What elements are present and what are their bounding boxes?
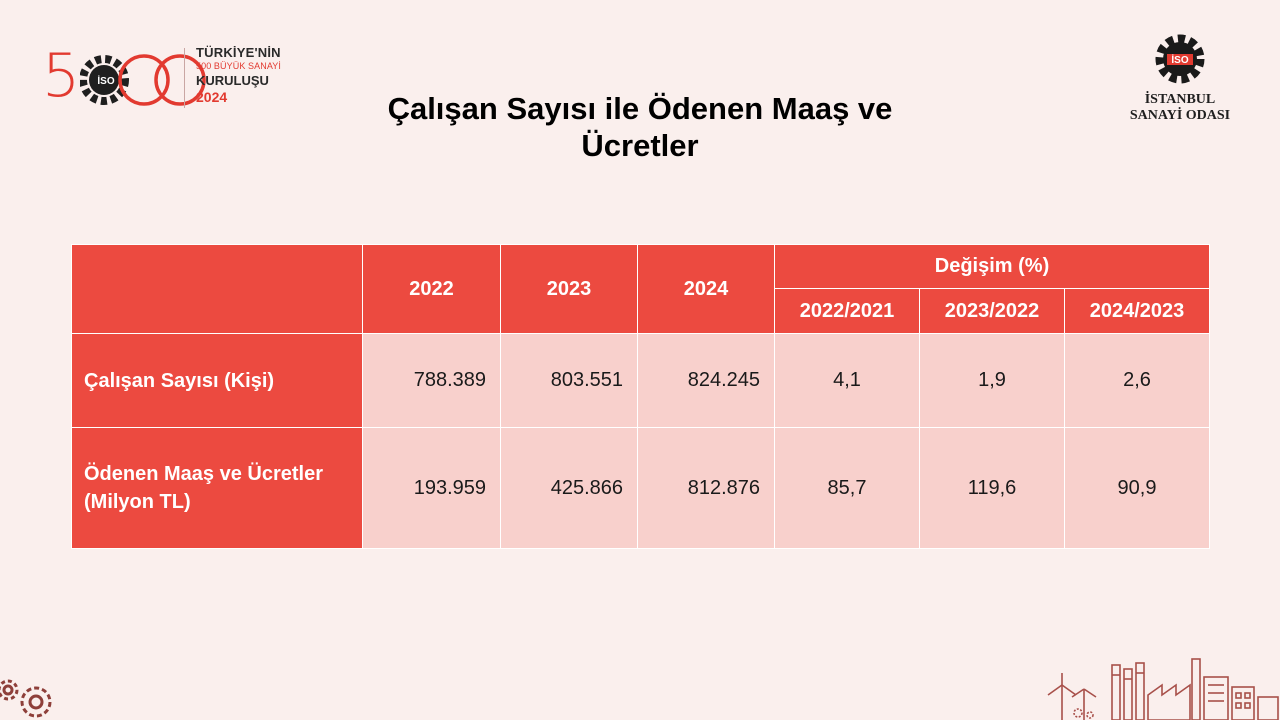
change-cell: 2,6 bbox=[1063, 333, 1211, 428]
change-cell: 90,9 bbox=[1063, 427, 1211, 549]
title-line-1: Çalışan Sayısı ile Ödenen Maaş ve bbox=[387, 91, 893, 126]
value-cell: 824.245 bbox=[637, 333, 775, 428]
row-label-line-1: Çalışan Sayısı (Kişi) bbox=[84, 369, 275, 392]
change-cell: 1,9 bbox=[919, 333, 1065, 428]
logo-line-1: TÜRKİYE'NİN bbox=[196, 45, 281, 60]
logo-year: 2024 bbox=[196, 89, 228, 105]
logo-500-buyuk-sanayi: 5 İSO TÜRKİYE'NİN 500 BÜYÜK SANAYİ KURUL… bbox=[42, 44, 282, 114]
header-change-2022-2021: 2022/2021 bbox=[774, 288, 920, 334]
iso-name-line-1: İSTANBUL bbox=[1144, 92, 1216, 107]
logo-number-five: 5 bbox=[42, 41, 80, 111]
table-row: Ödenen Maaş ve Ücretler (Milyon TL) 193.… bbox=[71, 427, 1211, 549]
value-cell: 193.959 bbox=[362, 427, 501, 549]
row-label-line-2: (Milyon TL) bbox=[84, 491, 191, 513]
title-line-2: Ücretler bbox=[581, 128, 699, 163]
value-cell: 812.876 bbox=[637, 427, 775, 549]
logo-badge-text: İSO bbox=[97, 74, 114, 87]
logo-istanbul-sanayi-odasi: İSO İSTANBUL SANAYİ ODASI bbox=[1120, 32, 1240, 124]
iso-name: İSTANBUL SANAYİ ODASI bbox=[1120, 92, 1240, 124]
page-title: Çalışan Sayısı ile Ödenen Maaş ve Ücretl… bbox=[290, 90, 990, 164]
logo-iso-badge: İSO bbox=[97, 74, 114, 87]
employee-wage-table: 2022 2023 2024 Değişim (%) 2022/2021 202… bbox=[71, 244, 1211, 549]
table-row: Çalışan Sayısı (Kişi) 788.389 803.551 82… bbox=[71, 333, 1211, 428]
header-change-2024-2023: 2024/2023 bbox=[1063, 288, 1211, 334]
logo-divider bbox=[184, 48, 185, 108]
logo-500-text: TÜRKİYE'NİN 500 BÜYÜK SANAYİ KURULUŞU 20… bbox=[196, 46, 281, 104]
iso-name-line-2: SANAYİ ODASI bbox=[1129, 108, 1231, 123]
header-empty-cell bbox=[71, 244, 363, 334]
logo-line-2: 500 BÜYÜK SANAYİ bbox=[196, 61, 281, 71]
header-change-2023-2022: 2023/2022 bbox=[919, 288, 1065, 334]
value-cell: 788.389 bbox=[362, 333, 501, 428]
gear-icon: İSO bbox=[1155, 34, 1205, 84]
header-change-percent: Değişim (%) bbox=[773, 244, 1211, 289]
header-year-2024: 2024 bbox=[637, 244, 775, 334]
row-label-line-1: Ödenen Maaş ve Ücretler bbox=[84, 463, 323, 485]
row-label-wages: Ödenen Maaş ve Ücretler (Milyon TL) bbox=[71, 427, 363, 549]
logo-rings-graphic bbox=[80, 54, 206, 106]
row-label-employee-count: Çalışan Sayısı (Kişi) bbox=[71, 333, 363, 428]
change-cell: 85,7 bbox=[774, 427, 920, 549]
iso-badge-text: İSO bbox=[1171, 53, 1188, 66]
change-cell: 4,1 bbox=[774, 333, 920, 428]
industrial-skyline-icon bbox=[1047, 658, 1279, 720]
header-year-2023: 2023 bbox=[500, 244, 638, 334]
header-year-2022: 2022 bbox=[362, 244, 501, 334]
value-cell: 803.551 bbox=[500, 333, 638, 428]
change-cell: 119,6 bbox=[919, 427, 1065, 549]
logo-line-3: KURULUŞU bbox=[196, 73, 269, 88]
gears-decoration-icon bbox=[0, 679, 52, 718]
value-cell: 425.866 bbox=[500, 427, 638, 549]
